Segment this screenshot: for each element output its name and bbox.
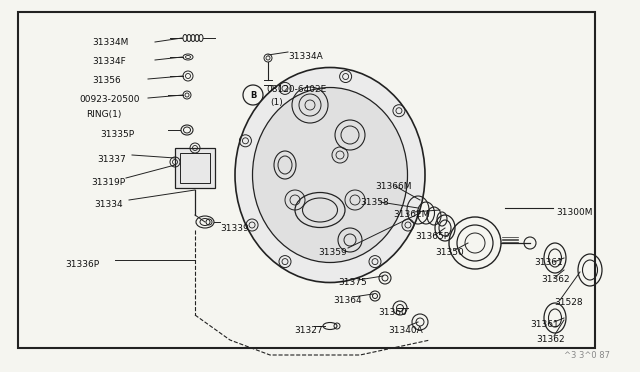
Text: 31528: 31528 <box>554 298 582 307</box>
Text: 31365P: 31365P <box>415 232 449 241</box>
Text: 31334M: 31334M <box>92 38 129 47</box>
Text: 31337: 31337 <box>97 155 125 164</box>
Text: 31350: 31350 <box>435 248 464 257</box>
Text: 31361: 31361 <box>534 258 563 267</box>
Text: 31366M: 31366M <box>375 182 412 191</box>
Text: 31334: 31334 <box>94 200 123 209</box>
Text: (1): (1) <box>270 99 283 108</box>
Text: RING(1): RING(1) <box>86 110 122 119</box>
Bar <box>180 153 210 183</box>
Text: 31334F: 31334F <box>92 57 125 66</box>
Text: 31319P: 31319P <box>91 178 125 187</box>
Bar <box>175 148 215 188</box>
Text: 31327: 31327 <box>294 326 323 335</box>
Text: 31336P: 31336P <box>65 260 99 269</box>
Text: 31360: 31360 <box>378 308 407 317</box>
Text: 31362: 31362 <box>536 335 564 344</box>
Text: ^3 3^0 87: ^3 3^0 87 <box>564 351 610 360</box>
Text: 31362M: 31362M <box>393 210 429 219</box>
Text: 31375: 31375 <box>338 278 367 287</box>
Text: 31359: 31359 <box>318 248 347 257</box>
Text: B: B <box>250 90 256 99</box>
Text: 08120-6402E: 08120-6402E <box>266 86 326 94</box>
Text: 31364: 31364 <box>333 296 362 305</box>
Text: 31340A: 31340A <box>388 326 423 335</box>
Text: 31358: 31358 <box>360 198 388 207</box>
Text: 31339: 31339 <box>220 224 249 233</box>
Ellipse shape <box>253 87 408 263</box>
Ellipse shape <box>235 67 425 282</box>
Text: 31362: 31362 <box>541 275 570 284</box>
Text: 31300M: 31300M <box>556 208 593 217</box>
Text: 31334A: 31334A <box>288 52 323 61</box>
Text: 31356: 31356 <box>92 76 121 85</box>
Text: 31361: 31361 <box>530 320 559 329</box>
Text: 31335P: 31335P <box>100 130 134 139</box>
Text: 00923-20500: 00923-20500 <box>79 95 140 104</box>
